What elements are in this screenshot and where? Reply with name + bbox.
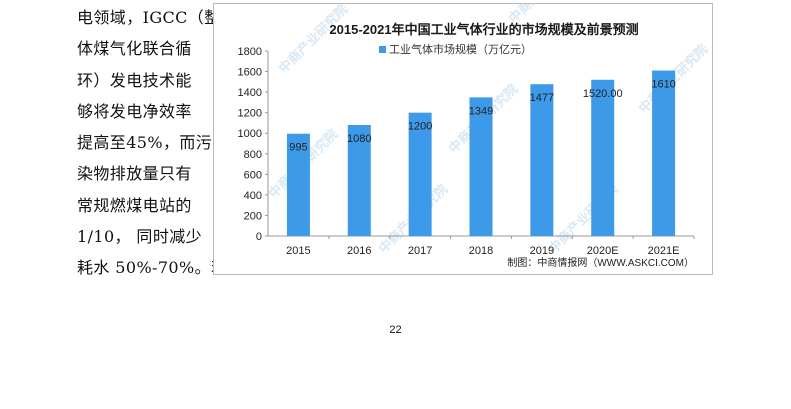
y-tick-label: 1000: [238, 128, 262, 140]
bar: [530, 84, 554, 236]
y-tick-label: 1400: [238, 87, 262, 99]
body-line: 够将发电净效率: [77, 101, 192, 121]
bar: [286, 133, 310, 236]
data-label: 1477: [530, 92, 554, 104]
x-tick-label: 2021E: [648, 245, 680, 257]
body-line: 常规燃煤电站的: [77, 195, 192, 215]
x-tick-labels: 2015 2016 2017 2018 2019 2020E 2021E: [286, 236, 695, 257]
body-line: 环）发电技术能: [77, 70, 192, 90]
x-tick-label: 2015: [286, 245, 310, 257]
data-label: 995: [289, 142, 307, 154]
bar: [652, 70, 676, 237]
watermark-text: 中商产业研究院: [276, 4, 351, 76]
chart-source: 制图：中商情报网（WWW.ASKCI.COM）: [507, 256, 694, 269]
y-tick-label: 600: [244, 169, 262, 181]
body-line: 染物排放量只有: [77, 164, 192, 184]
legend-swatch: [379, 46, 386, 53]
bar: [591, 79, 615, 237]
bars: 995 1080 1200 1349 1477 1520.00 1610: [286, 70, 676, 237]
data-label: 1520.00: [583, 88, 623, 100]
legend-label: 工业气体市场规模（万亿元）: [389, 42, 532, 56]
y-tick-label: 0: [256, 231, 262, 243]
body-text: 电领域，IGCC（整 体煤气化联合循 环）发电技术能 够将发电净效率 提高至45…: [77, 2, 228, 284]
body-line: 耗水 50%-70%。若: [77, 258, 228, 278]
page-number: 22: [389, 324, 402, 336]
body-line: 提高至45%，而污: [77, 133, 213, 153]
body-line: 电领域，IGCC（整: [77, 8, 221, 27]
chart-title: 2015-2021年中国工业气体行业的市场规模及前景预测: [329, 22, 638, 37]
y-ticks: 0 200 400 600 800 1000 1200 1400 1600 1800: [238, 46, 268, 243]
y-tick-label: 1800: [238, 46, 262, 58]
data-label: 1349: [469, 105, 493, 117]
y-tick-label: 1600: [238, 67, 262, 79]
data-label: 1610: [651, 79, 675, 91]
y-tick-label: 400: [244, 190, 262, 202]
bar: [347, 125, 371, 236]
body-line: 体煤气化联合循: [77, 39, 192, 59]
y-tick-label: 800: [244, 149, 262, 161]
x-tick-label: 2020E: [587, 245, 619, 257]
y-tick-label: 200: [244, 210, 262, 222]
chart-figure: 中商产业研究院中商产业研究院中商产业研究院中商产业研究院中商产业研究院中商产业研…: [213, 0, 713, 275]
data-label: 1200: [408, 121, 432, 133]
x-tick-label: 2016: [347, 245, 371, 257]
bar-chart: 中商产业研究院中商产业研究院中商产业研究院中商产业研究院中商产业研究院中商产业研…: [238, 0, 711, 269]
y-tick-label: 1200: [238, 108, 262, 120]
x-tick-label: 2017: [408, 245, 432, 257]
x-tick-label: 2018: [469, 245, 493, 257]
bar: [408, 112, 432, 236]
bar: [469, 97, 493, 236]
data-label: 1080: [347, 133, 371, 145]
body-line: 1/10， 同时减少: [77, 227, 203, 247]
x-tick-label: 2019: [530, 245, 554, 257]
